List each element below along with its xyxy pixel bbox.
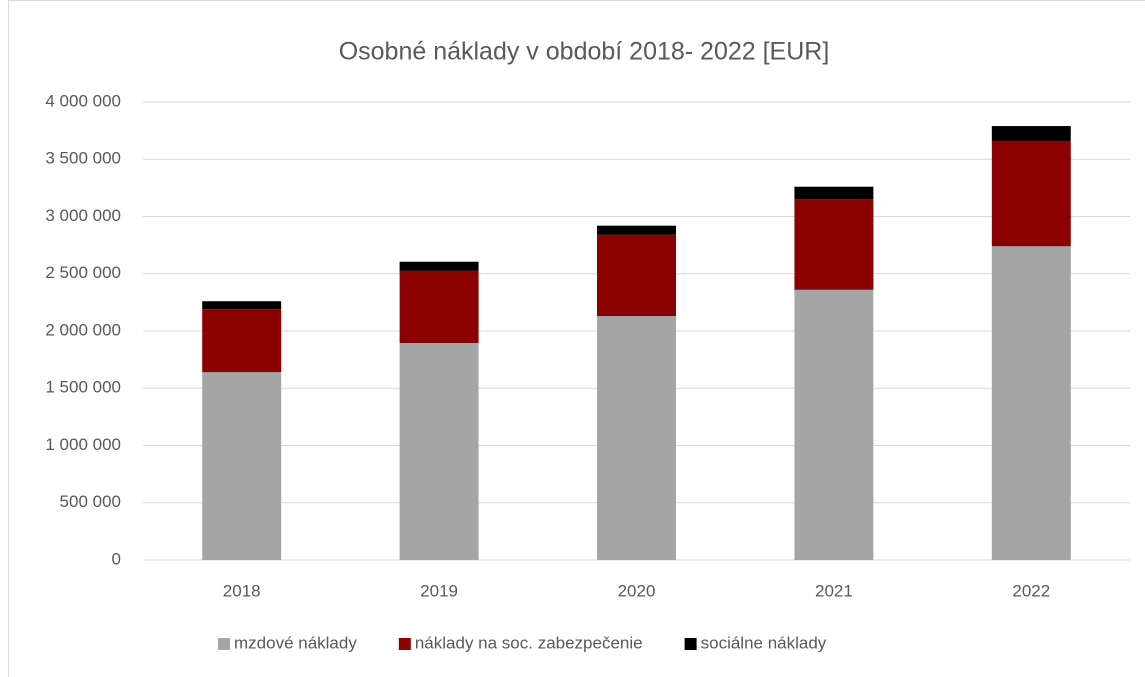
y-tick-label: 4 000 000 xyxy=(45,91,121,110)
y-tick-label: 3 000 000 xyxy=(45,206,121,225)
y-tick-label: 2 500 000 xyxy=(45,263,121,282)
bar-segment xyxy=(991,140,1071,247)
bar-segment xyxy=(399,270,479,344)
y-tick-label: 500 000 xyxy=(60,492,121,511)
legend-label: mzdové náklady xyxy=(234,633,357,652)
legend-swatch xyxy=(398,638,411,650)
y-tick-label: 1 500 000 xyxy=(45,378,121,397)
legend-swatch xyxy=(684,638,697,650)
bar-segment xyxy=(597,234,676,317)
chart-title: Osobné náklady v období 2018- 2022 [EUR] xyxy=(339,38,830,66)
bar-segment xyxy=(597,225,676,235)
bar-segment xyxy=(202,301,282,310)
bar-segment xyxy=(794,199,874,290)
bar-segment xyxy=(794,289,874,560)
chart-frame xyxy=(8,0,1145,677)
bar-segment xyxy=(202,372,282,560)
legend-swatch xyxy=(218,638,230,650)
x-tick-label: 2019 xyxy=(420,581,458,600)
bar-segment xyxy=(794,186,874,200)
bar-segment xyxy=(399,261,479,271)
bar-segment xyxy=(399,343,479,560)
y-tick-label: 2 000 000 xyxy=(45,320,121,339)
legend-label: sociálne náklady xyxy=(701,633,827,652)
bar-segment xyxy=(202,309,282,373)
legend-label: náklady na soc. zabezpečenie xyxy=(415,633,643,652)
y-tick-label: 1 000 000 xyxy=(45,435,121,454)
y-tick-label: 3 500 000 xyxy=(45,149,121,168)
x-tick-label: 2022 xyxy=(1012,581,1050,600)
bar-segment xyxy=(991,126,1071,141)
x-tick-label: 2018 xyxy=(223,581,261,600)
bar-segment xyxy=(597,316,676,560)
bar-segment xyxy=(991,246,1071,560)
x-tick-label: 2020 xyxy=(618,581,656,600)
x-tick-label: 2021 xyxy=(815,581,853,600)
y-tick-label: 0 xyxy=(112,549,121,568)
